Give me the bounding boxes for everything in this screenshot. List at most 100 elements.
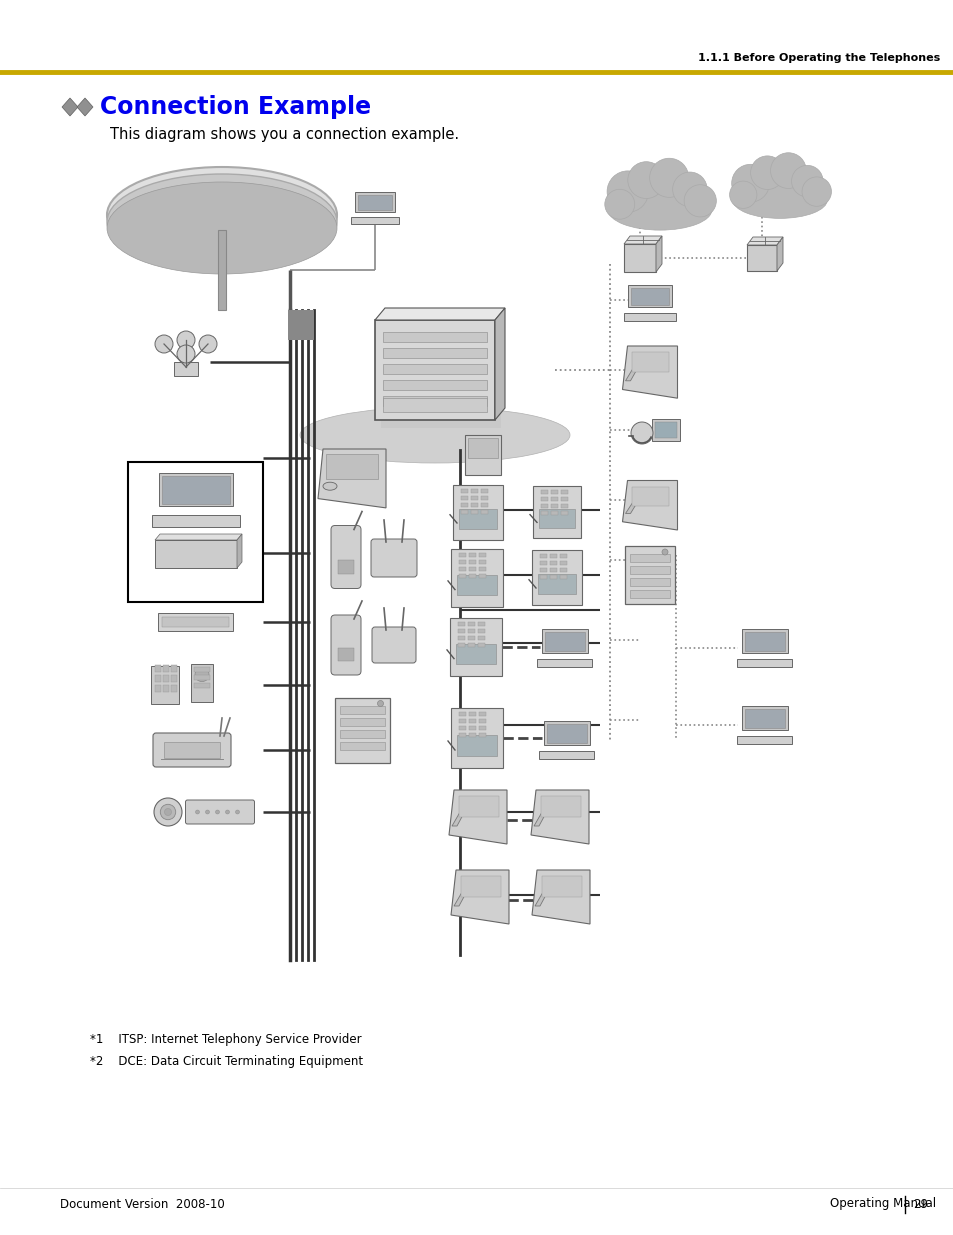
Bar	[469, 713, 476, 716]
Bar	[546, 724, 587, 742]
FancyBboxPatch shape	[371, 538, 416, 577]
Circle shape	[177, 331, 194, 350]
Bar	[478, 713, 485, 716]
Bar	[152, 515, 240, 527]
Bar	[539, 561, 546, 564]
Bar	[627, 285, 672, 308]
Bar	[337, 559, 354, 573]
Bar	[460, 503, 468, 506]
FancyBboxPatch shape	[331, 615, 360, 676]
Bar	[468, 643, 475, 647]
Bar	[478, 559, 485, 564]
Bar	[477, 629, 484, 634]
Bar	[457, 636, 464, 640]
Bar	[539, 568, 546, 572]
Bar	[335, 698, 390, 762]
Polygon shape	[454, 881, 473, 906]
Circle shape	[729, 182, 756, 209]
Polygon shape	[623, 236, 661, 245]
Bar	[460, 510, 468, 514]
Bar	[458, 797, 498, 818]
Circle shape	[683, 185, 716, 217]
Bar	[559, 561, 566, 564]
Bar	[191, 664, 213, 701]
Circle shape	[770, 153, 805, 189]
Bar	[533, 487, 580, 538]
Bar	[469, 734, 476, 737]
Bar	[551, 511, 558, 515]
Bar	[457, 622, 464, 626]
Circle shape	[630, 422, 652, 445]
Bar	[623, 245, 656, 272]
Bar	[382, 380, 486, 390]
Bar	[471, 489, 477, 493]
Circle shape	[215, 810, 219, 814]
Bar	[477, 636, 484, 640]
Text: Document Version  2008-10: Document Version 2008-10	[60, 1198, 225, 1210]
Bar	[382, 396, 486, 406]
Bar	[655, 422, 677, 438]
Polygon shape	[62, 98, 78, 116]
Bar	[453, 484, 502, 540]
Bar	[480, 510, 488, 514]
Bar	[629, 578, 669, 585]
Polygon shape	[532, 869, 589, 924]
Text: Operating Manual: Operating Manual	[829, 1198, 935, 1210]
Bar	[154, 540, 236, 568]
Polygon shape	[625, 490, 644, 514]
Bar	[382, 348, 486, 358]
Bar	[460, 495, 468, 499]
Bar	[478, 574, 485, 578]
Circle shape	[225, 810, 230, 814]
Circle shape	[627, 162, 664, 199]
Bar	[468, 636, 475, 640]
Bar	[478, 567, 485, 571]
Bar	[551, 490, 558, 494]
Bar	[163, 685, 169, 692]
Ellipse shape	[107, 174, 336, 270]
Bar	[457, 643, 464, 647]
Polygon shape	[776, 237, 782, 270]
Bar	[544, 632, 585, 651]
Bar	[480, 495, 488, 499]
Bar	[340, 730, 385, 737]
Bar	[532, 550, 581, 604]
Bar	[171, 676, 177, 682]
Polygon shape	[535, 881, 554, 906]
Bar	[351, 217, 398, 224]
Bar	[382, 364, 486, 374]
Bar	[629, 590, 669, 598]
Bar	[458, 726, 465, 730]
Bar	[171, 685, 177, 692]
Bar	[471, 510, 477, 514]
Text: This diagram shows you a connection example.: This diagram shows you a connection exam…	[110, 127, 458, 142]
Polygon shape	[746, 237, 782, 245]
Bar	[456, 735, 497, 756]
Bar	[744, 632, 784, 651]
Bar	[551, 504, 558, 508]
Bar	[154, 685, 161, 692]
Circle shape	[164, 809, 172, 815]
Circle shape	[377, 700, 383, 706]
Circle shape	[604, 189, 634, 219]
Polygon shape	[622, 346, 677, 398]
Bar	[468, 622, 475, 626]
Bar	[538, 509, 575, 527]
Bar	[451, 708, 502, 768]
Bar	[158, 473, 233, 506]
Circle shape	[731, 164, 769, 203]
Bar	[477, 622, 484, 626]
Bar	[550, 561, 557, 564]
FancyBboxPatch shape	[152, 734, 231, 767]
Bar	[539, 751, 594, 760]
Bar	[539, 553, 546, 557]
Circle shape	[672, 172, 706, 206]
Polygon shape	[236, 534, 242, 568]
Bar	[340, 705, 385, 714]
Bar	[623, 314, 676, 321]
Bar	[193, 667, 210, 672]
Bar	[450, 618, 501, 676]
Bar	[737, 658, 792, 667]
Bar	[464, 435, 500, 475]
Bar	[478, 553, 485, 557]
